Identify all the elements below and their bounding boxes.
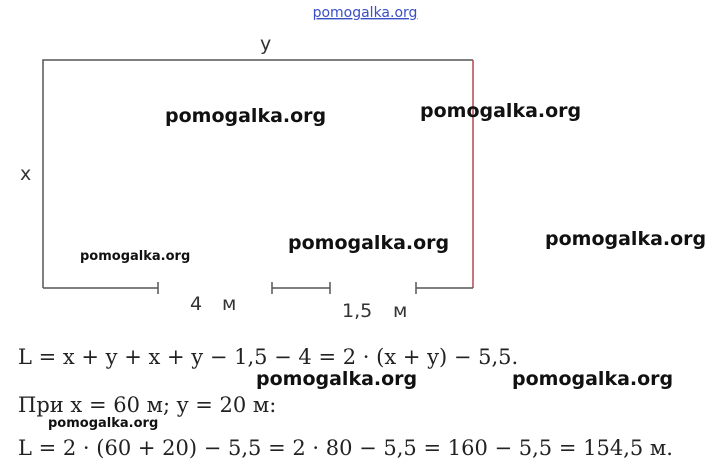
watermark: pomogalka.org — [165, 105, 326, 127]
watermark: pomogalka.org — [80, 249, 190, 264]
watermark: pomogalka.org — [512, 368, 673, 390]
label-y: y — [260, 33, 271, 55]
formula-line: L = 2 · (60 + 20) − 5,5 = 2 · 80 − 5,5 =… — [18, 436, 673, 460]
unit-label: м — [393, 300, 407, 322]
formula-line: L = x + y + x + y − 1,5 − 4 = 2 · (x + y… — [18, 345, 518, 369]
rectangle-side — [42, 59, 473, 288]
formula-line: При x = 60 м; y = 20 м: — [18, 393, 276, 417]
watermark: pomogalka.org — [256, 368, 417, 390]
unit-label: м — [222, 293, 236, 315]
site-link[interactable]: pomogalka.org — [313, 5, 418, 21]
segment-label: 4 — [190, 293, 202, 315]
watermark: pomogalka.org — [420, 100, 581, 122]
label-x: x — [20, 163, 31, 185]
watermark: pomogalka.org — [48, 416, 158, 431]
segment-label: 1,5 — [342, 300, 372, 322]
watermark: pomogalka.org — [545, 228, 706, 250]
watermark: pomogalka.org — [288, 232, 449, 254]
rectangle-diagram — [42, 59, 474, 294]
